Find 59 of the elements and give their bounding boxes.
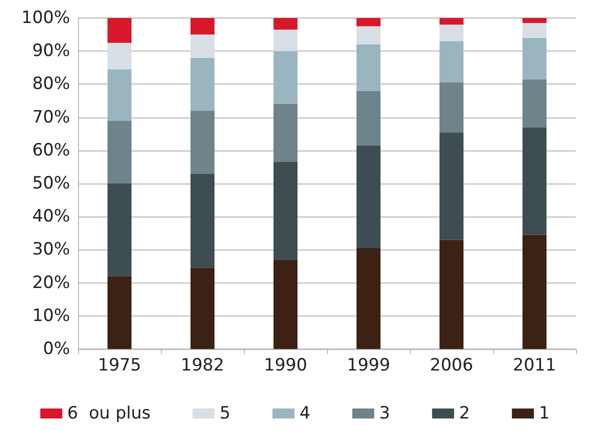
bar [440,240,464,349]
bar [356,44,380,91]
bar [522,18,546,23]
bar [274,18,298,30]
bar [108,120,132,184]
y-tick-label: 50% [32,174,70,194]
x-tick-label: 1990 [264,356,308,376]
x-tick-label: 1975 [98,356,142,376]
bar [108,184,132,276]
bar [274,51,298,104]
y-tick-label: 90% [32,41,70,62]
bar [356,18,380,26]
bar [440,82,464,132]
bar [274,104,298,162]
y-tick-label: 30% [32,240,70,260]
y-tick-label: 40% [32,206,70,227]
bar [108,276,132,349]
bar [440,132,464,240]
bar [522,79,546,128]
bar [356,26,380,44]
legend-label: 1 [538,404,550,424]
bar [190,268,214,349]
y-tick-label: 20% [32,272,70,293]
bar [440,41,464,83]
bar [190,34,214,58]
bar [274,260,298,349]
bar [440,18,464,25]
legend-label: 3 [379,404,390,424]
bar [190,18,214,35]
bar [108,42,132,70]
bar [440,24,464,42]
x-tick-label: 2011 [512,356,556,376]
bar [356,248,380,349]
y-tick-label: 70% [32,107,70,128]
bar [190,58,214,111]
y-tick-label: 10% [32,306,70,326]
x-tick-label: 1999 [346,356,390,376]
y-tick-label: 100% [21,8,70,28]
bar [108,18,132,43]
bar [522,22,546,38]
bar [356,90,380,146]
legend-label: 5 [220,404,230,424]
x-tick-label: 1982 [180,356,224,376]
legend-label: 2 [459,404,470,424]
y-tick-label: 0% [43,339,70,359]
legend-label: 6 ou plus [67,404,151,424]
x-tick-label: 2006 [430,356,474,376]
y-tick-label: 60% [32,140,70,160]
y-tick-label: 80% [32,74,70,94]
bar [108,69,132,121]
bar [522,38,546,80]
legend-label: 4 [299,404,310,424]
bar [274,162,298,260]
bar [274,30,298,52]
bar [522,234,546,349]
bar [356,145,380,248]
bar [522,127,546,235]
bar [190,174,214,268]
bar [190,110,214,174]
